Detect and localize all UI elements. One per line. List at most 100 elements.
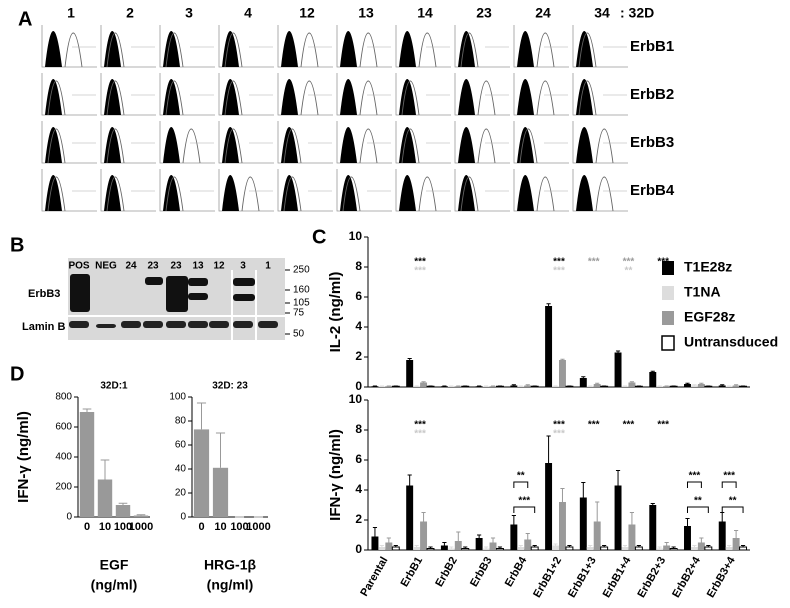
y-tick-label: 40 bbox=[175, 464, 187, 475]
band bbox=[70, 274, 90, 312]
error-bar bbox=[407, 474, 412, 486]
bar bbox=[718, 385, 726, 387]
error-bar bbox=[650, 370, 655, 372]
bracket bbox=[513, 481, 529, 488]
significance: *** bbox=[553, 429, 565, 440]
error-bar bbox=[525, 384, 530, 386]
bar bbox=[212, 467, 229, 517]
error-bar bbox=[118, 502, 128, 505]
error-bar bbox=[379, 545, 384, 547]
bar bbox=[454, 541, 462, 550]
column-label: 12 bbox=[299, 5, 315, 21]
histogram-axes bbox=[277, 169, 333, 212]
error-bar bbox=[588, 545, 593, 547]
y-tick-label: 2 bbox=[355, 512, 362, 526]
x-tick-label: ErbB1+4 bbox=[601, 554, 634, 600]
lane-label: 12 bbox=[213, 261, 225, 272]
significance: *** bbox=[414, 266, 426, 277]
significance: *** bbox=[553, 420, 565, 431]
significance: *** bbox=[588, 420, 600, 431]
error-bar bbox=[720, 512, 725, 522]
x-tick-label: ErbB4 bbox=[503, 554, 530, 589]
legend-swatch bbox=[662, 311, 674, 325]
bar bbox=[413, 386, 421, 387]
bracket bbox=[721, 506, 744, 513]
bracket-label: *** bbox=[518, 496, 530, 507]
x-tick-label: 1000 bbox=[246, 521, 270, 533]
row-label: ErbB3 bbox=[630, 134, 674, 151]
significance: *** bbox=[623, 257, 635, 268]
error-bar bbox=[386, 537, 391, 543]
x-tick-label: ErbB1+3 bbox=[566, 555, 599, 600]
negative-peak bbox=[45, 31, 62, 67]
error-bar bbox=[740, 545, 746, 547]
column-label: 14 bbox=[417, 5, 433, 21]
bar bbox=[684, 526, 691, 550]
y-tick-label: 800 bbox=[55, 392, 72, 403]
bar bbox=[413, 547, 421, 550]
bar bbox=[475, 386, 483, 387]
y-tick-label: 8 bbox=[355, 259, 362, 273]
error-bar bbox=[442, 542, 447, 546]
significance: *** bbox=[414, 429, 426, 440]
stained-peak bbox=[359, 128, 378, 164]
histogram-axes bbox=[513, 121, 569, 164]
error-bar bbox=[497, 546, 503, 549]
lane-label: 3 bbox=[240, 261, 246, 272]
lane-label: 23 bbox=[170, 261, 182, 272]
bracket-label: ** bbox=[694, 496, 702, 507]
significance: *** bbox=[414, 257, 426, 268]
error-bar bbox=[629, 512, 635, 525]
error-bar bbox=[490, 537, 496, 543]
bar bbox=[656, 386, 664, 387]
bar bbox=[725, 386, 733, 387]
stained-peak bbox=[401, 128, 420, 164]
x-tick-label: ErbB2 bbox=[433, 555, 460, 589]
lane-label: 13 bbox=[192, 261, 204, 272]
y-tick-label: 2 bbox=[355, 349, 362, 363]
lamin-band bbox=[143, 321, 163, 328]
legend-label: Untransduced bbox=[684, 334, 778, 350]
error-bar bbox=[581, 482, 586, 498]
x-tick-label: Parental bbox=[358, 555, 390, 599]
bar bbox=[193, 429, 210, 517]
stained-peak bbox=[359, 80, 378, 116]
error-bar bbox=[671, 546, 676, 549]
bracket-label: ** bbox=[729, 496, 737, 507]
bar bbox=[669, 548, 678, 551]
x-tick-label: 100 bbox=[230, 521, 248, 533]
error-bar bbox=[595, 382, 600, 384]
stained-peak bbox=[460, 176, 479, 212]
row-label: ErbB2 bbox=[630, 86, 674, 103]
error-bar bbox=[636, 545, 641, 547]
x-tick-label: ErbB3+4 bbox=[705, 554, 738, 600]
lane-label: 1 bbox=[265, 261, 271, 272]
bar bbox=[593, 384, 601, 387]
lamin-band bbox=[233, 321, 253, 328]
stained-peak bbox=[165, 80, 184, 116]
bar bbox=[545, 306, 553, 387]
y-tick-label: 10 bbox=[349, 229, 363, 243]
histogram-axes bbox=[218, 73, 274, 116]
histogram-axes bbox=[100, 121, 156, 164]
error-bar bbox=[664, 542, 669, 546]
error-bar bbox=[136, 514, 146, 516]
lane-label: 23 bbox=[147, 261, 159, 272]
error-bar bbox=[699, 382, 704, 384]
negative-peak bbox=[340, 79, 357, 115]
stained-peak bbox=[106, 80, 125, 116]
stained-peak bbox=[47, 80, 66, 116]
y-axis-title: IFN-γ (ng/ml) bbox=[15, 411, 32, 503]
error-bar bbox=[629, 381, 635, 383]
x-tick-label: ErbB1 bbox=[399, 555, 426, 589]
legend-label: T1E28z bbox=[684, 259, 732, 275]
bar bbox=[621, 547, 629, 550]
stained-peak bbox=[300, 80, 319, 116]
lane-label: NEG bbox=[95, 261, 117, 272]
bar bbox=[697, 542, 705, 550]
band bbox=[233, 294, 255, 301]
histogram-axes bbox=[336, 121, 392, 164]
x-tick-label: 0 bbox=[84, 521, 90, 533]
histogram-axes bbox=[395, 73, 451, 116]
bracket bbox=[513, 506, 536, 513]
